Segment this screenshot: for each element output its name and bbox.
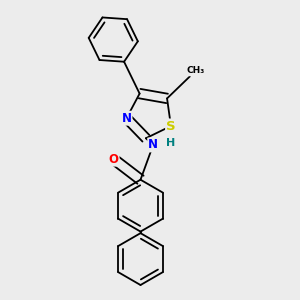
Text: N: N xyxy=(148,138,158,152)
Text: N: N xyxy=(122,112,131,125)
Text: S: S xyxy=(166,119,176,133)
Text: H: H xyxy=(166,138,175,148)
Text: CH₃: CH₃ xyxy=(186,67,205,76)
Text: O: O xyxy=(109,153,118,166)
